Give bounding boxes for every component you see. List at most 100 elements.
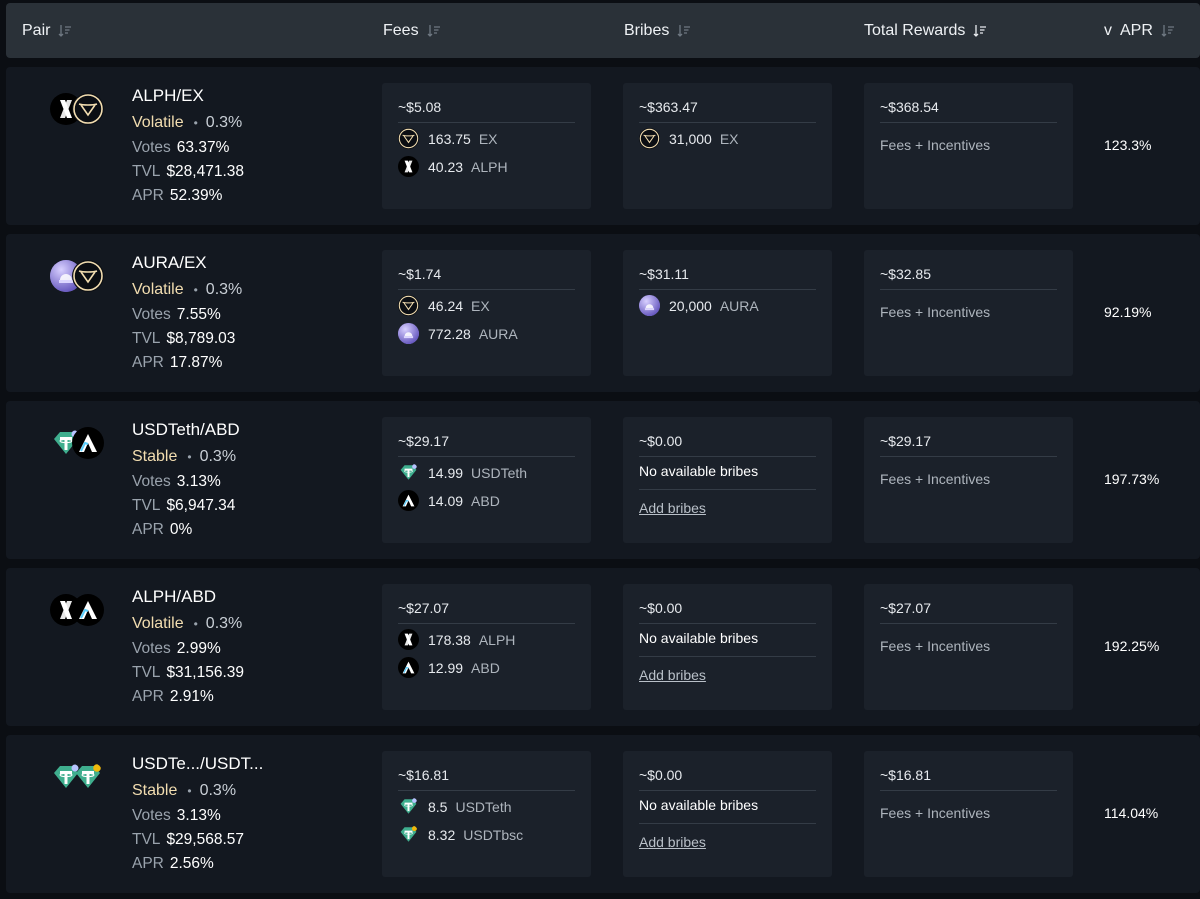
sort-icon[interactable] [58, 24, 72, 38]
stat-votes-label: Votes [132, 473, 171, 490]
column-header-apr[interactable]: v APR [1104, 3, 1175, 58]
pool-row[interactable]: ALPH/ABD Volatile • 0.3% Votes 2.99% TVL $31,15… [6, 568, 1200, 726]
stat-tvl-label: TVL [132, 831, 161, 848]
rewards-total: ~$16.81 [880, 767, 931, 783]
token-amount: 20,000 [669, 297, 712, 314]
divider [639, 456, 816, 457]
pool-row[interactable]: USDTeth/ABD Stable • 0.3% Votes 3.13% TVL $6,94… [6, 401, 1200, 559]
add-bribes-link[interactable]: Add bribes [639, 500, 706, 516]
pair-logos [50, 93, 106, 125]
token-amount: 163.75 [428, 130, 471, 147]
pair-name[interactable]: USDTe.../USDT... [132, 754, 264, 773]
stat-apr-value: 17.87% [169, 354, 223, 371]
total-apr: 92.19% [1104, 304, 1152, 320]
rewards-card: ~$27.07 Fees + Incentives [864, 584, 1073, 710]
add-bribes-link[interactable]: Add bribes [639, 834, 706, 850]
token-amount: 14.99 [428, 464, 464, 481]
pair-name[interactable]: ALPH/EX [132, 86, 204, 105]
stat-votes: Votes 7.55% [132, 306, 221, 324]
bribes-total: ~$31.11 [639, 266, 689, 282]
no-bribes-text: No available bribes [639, 630, 759, 646]
pair-name[interactable]: AURA/EX [132, 253, 207, 272]
stat-votes-value: 2.99% [176, 640, 221, 657]
stat-tvl: TVL $8,789.03 [132, 330, 235, 348]
stat-votes-value: 3.13% [176, 807, 221, 824]
divider [398, 122, 575, 123]
stat-apr: APR 52.39% [132, 187, 222, 205]
token-amount: 40.23 [428, 158, 464, 175]
pool-fee: 0.3% [199, 782, 237, 799]
stat-tvl-label: TVL [132, 163, 161, 180]
fees-total: ~$27.07 [398, 600, 449, 616]
stat-tvl-value: $29,568.57 [166, 831, 245, 848]
bribe-token: 31,000 EX [639, 128, 739, 149]
sort-icon[interactable] [1161, 24, 1175, 38]
sort-active-icon[interactable] [973, 24, 987, 38]
fee-token: 14.09 ABD [398, 490, 500, 511]
pair-logos [50, 594, 106, 626]
divider [639, 623, 816, 624]
rewards-total: ~$27.07 [880, 600, 931, 616]
divider [880, 122, 1057, 123]
stat-votes: Votes 3.13% [132, 473, 221, 491]
fees-total: ~$16.81 [398, 767, 449, 783]
stat-apr-value: 0% [169, 521, 193, 538]
token-amount: 8.32 [428, 826, 456, 843]
pool-fee: 0.3% [205, 615, 243, 632]
stat-votes: Votes 63.37% [132, 139, 229, 157]
stat-tvl-value: $28,471.38 [166, 163, 245, 180]
divider [880, 790, 1057, 791]
pool-type: Stable [132, 448, 178, 465]
rewards-total: ~$29.17 [880, 433, 931, 449]
divider [639, 122, 816, 123]
stat-votes-label: Votes [132, 640, 171, 657]
column-header-bribes[interactable]: Bribes [624, 3, 691, 58]
stat-apr-label: APR [132, 187, 164, 204]
token-symbol: AURA [719, 297, 759, 314]
stat-tvl-label: TVL [132, 664, 161, 681]
sort-icon[interactable] [427, 24, 441, 38]
bribes-total: ~$0.00 [639, 600, 683, 616]
sort-icon[interactable] [677, 24, 691, 38]
stat-tvl: TVL $28,471.38 [132, 163, 244, 181]
rewards-card: ~$16.81 Fees + Incentives [864, 751, 1073, 877]
add-bribes-link[interactable]: Add bribes [639, 667, 706, 683]
total-apr: 197.73% [1104, 471, 1160, 487]
pool-fee: 0.3% [199, 448, 237, 465]
divider [639, 790, 816, 791]
column-header-total-rewards-label: Total Rewards [864, 21, 966, 39]
token-symbol: USDTbsc [463, 826, 524, 843]
column-header-pair[interactable]: Pair [22, 3, 72, 58]
token-symbol: EX [719, 130, 739, 147]
token-symbol: AURA [478, 325, 518, 342]
aura-icon [398, 323, 419, 344]
fees-card: ~$29.17 14.99 USDTeth 14.09 ABD [382, 417, 591, 543]
ex-icon [398, 128, 419, 149]
pair-name[interactable]: USDTeth/ABD [132, 420, 240, 439]
fees-card: ~$5.08 163.75 EX 40.23 ALPH [382, 83, 591, 209]
rewards-label: Fees + Incentives [880, 137, 991, 153]
token-amount: 12.99 [428, 659, 464, 676]
abd-icon [398, 490, 419, 511]
stat-votes-value: 63.37% [176, 139, 230, 156]
rewards-label: Fees + Incentives [880, 471, 991, 487]
token-symbol: ALPH [471, 158, 508, 175]
token-symbol: ALPH [478, 631, 516, 648]
usdt-eth-icon [398, 462, 419, 483]
fees-card: ~$16.81 8.5 USDTeth 8.32 USDTbsc [382, 751, 591, 877]
fee-token: 8.32 USDTbsc [398, 824, 523, 845]
pool-type: Volatile [132, 281, 184, 298]
usdt-bsc-icon [398, 824, 419, 845]
divider [639, 823, 816, 824]
pool-row[interactable]: ALPH/EX Volatile • 0.3% Votes 63.37% TVL $28,47… [6, 67, 1200, 225]
fee-token: 163.75 EX [398, 128, 498, 149]
column-header-total-rewards[interactable]: Total Rewards [864, 3, 987, 58]
pool-type-line: Stable • 0.3% [132, 448, 236, 466]
pool-row[interactable]: AURA/EX Volatile • 0.3% Votes 7.55% TVL $8,789.… [6, 234, 1200, 392]
column-header-fees[interactable]: Fees [383, 3, 441, 58]
pair-name[interactable]: ALPH/ABD [132, 587, 217, 606]
pool-row[interactable]: USDTe.../USDT... Stable • 0.3% Votes 3.13% TVL… [6, 735, 1200, 893]
stat-apr: APR 0% [132, 521, 192, 539]
column-header-pair-label: Pair [22, 21, 51, 39]
stat-votes: Votes 3.13% [132, 807, 221, 825]
